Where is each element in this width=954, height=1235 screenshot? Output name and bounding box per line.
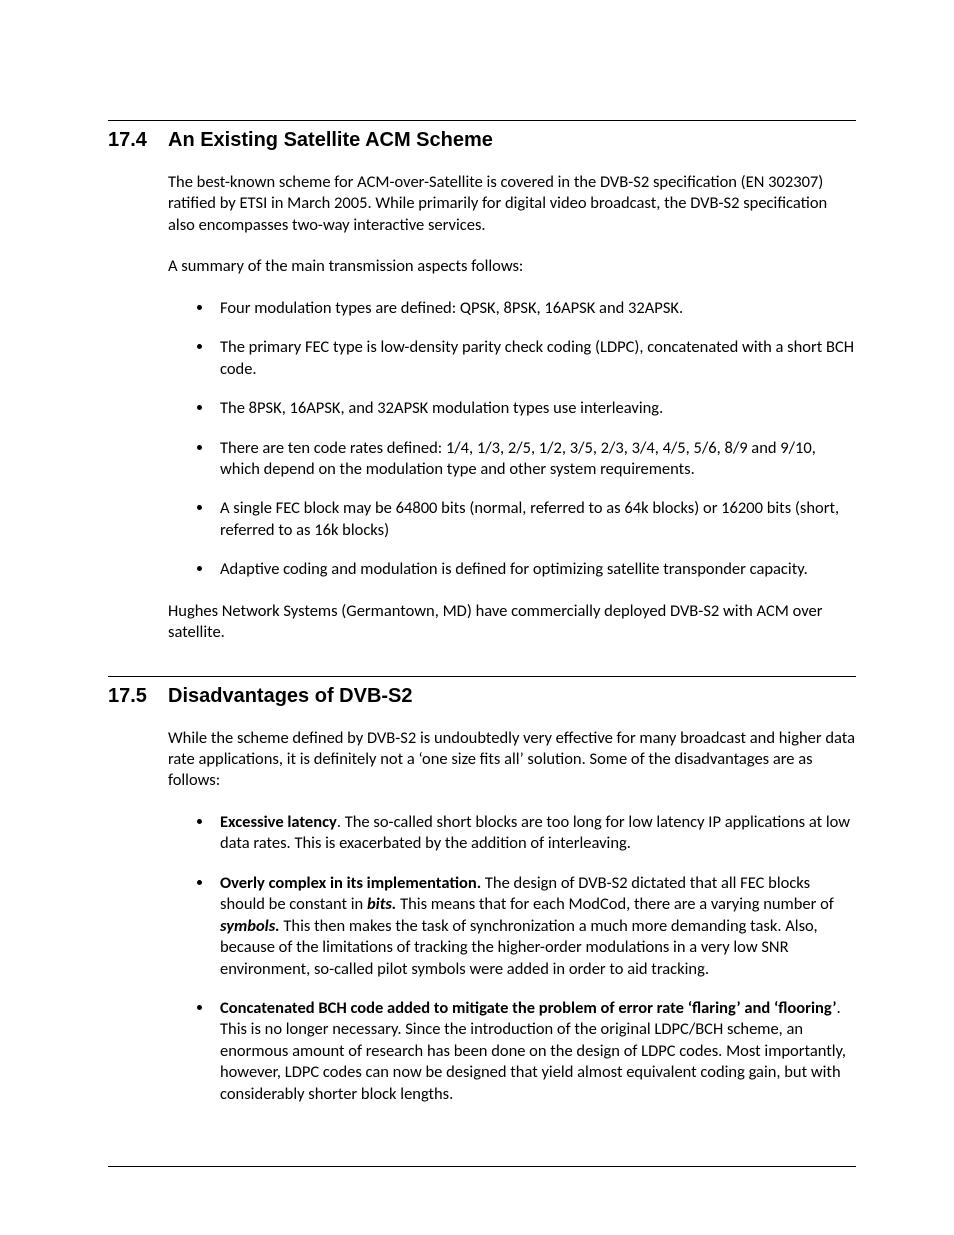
paragraph: Hughes Network Systems (Germantown, MD) …: [168, 601, 856, 644]
paragraph: A summary of the main transmission aspec…: [168, 256, 856, 277]
list-item: The primary FEC type is low-density pari…: [214, 337, 856, 380]
section-body: While the scheme defined by DVB-S2 is un…: [168, 728, 856, 1106]
bullet-list: Excessive latency. The so-called short b…: [168, 812, 856, 1105]
section-number: 17.4: [108, 129, 168, 152]
list-item: There are ten code rates defined: 1/4, 1…: [214, 438, 856, 481]
list-item: Concatenated BCH code added to mitigate …: [214, 998, 856, 1105]
list-item: The 8PSK, 16APSK, and 32APSK modulation …: [214, 398, 856, 419]
list-item: Four modulation types are defined: QPSK,…: [214, 298, 856, 319]
list-item: A single FEC block may be 64800 bits (no…: [214, 498, 856, 541]
page: 17.4 An Existing Satellite ACM Scheme Th…: [0, 0, 954, 1235]
paragraph: The best-known scheme for ACM-over-Satel…: [168, 172, 856, 236]
section-heading: 17.5 Disadvantages of DVB-S2: [108, 685, 856, 708]
section-number: 17.5: [108, 685, 168, 708]
section-17-4: 17.4 An Existing Satellite ACM Scheme Th…: [108, 120, 856, 644]
section-heading: 17.4 An Existing Satellite ACM Scheme: [108, 129, 856, 152]
section-17-5: 17.5 Disadvantages of DVB-S2 While the s…: [108, 676, 856, 1106]
section-title: Disadvantages of DVB-S2: [168, 685, 856, 708]
list-item: Adaptive coding and modulation is define…: [214, 559, 856, 580]
section-rule: [108, 676, 856, 677]
section-title: An Existing Satellite ACM Scheme: [168, 129, 856, 152]
page-bottom-rule: [108, 1166, 856, 1167]
section-rule: [108, 120, 856, 121]
bullet-list: Four modulation types are defined: QPSK,…: [168, 298, 856, 581]
paragraph: While the scheme defined by DVB-S2 is un…: [168, 728, 856, 792]
list-item: Excessive latency. The so-called short b…: [214, 812, 856, 855]
list-item: Overly complex in its implementation. Th…: [214, 873, 856, 980]
section-body: The best-known scheme for ACM-over-Satel…: [168, 172, 856, 644]
